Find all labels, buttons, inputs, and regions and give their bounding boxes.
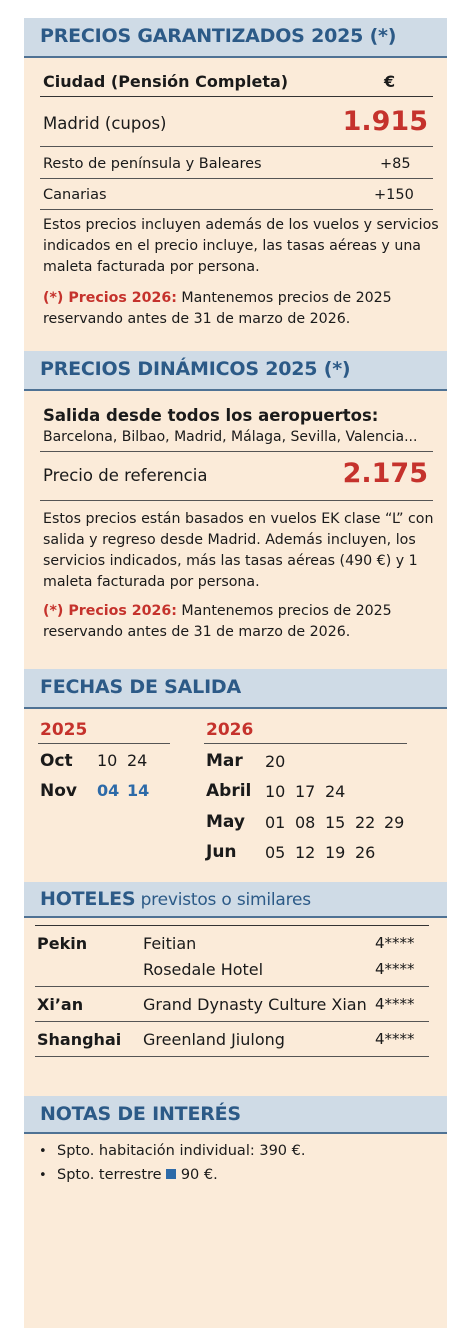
note-line: maleta facturada por persona. [43, 259, 260, 275]
day: 10 [265, 782, 286, 801]
day: 22 [355, 813, 376, 832]
hotel-city-shanghai: Shanghai [37, 1030, 122, 1049]
ref-price: 2.175 [342, 458, 428, 489]
month-may: May [206, 812, 245, 832]
day: 26 [355, 843, 376, 862]
row-label-canarias: Canarias [43, 187, 107, 203]
day: 05 [265, 843, 286, 862]
salida-title: Salida desde todos los aeropuertos: [43, 406, 379, 425]
hotel-category: 4**** [375, 960, 415, 978]
promo-text: Mantenemos precios de 2025 [176, 290, 392, 306]
ref-label: Precio de referencia [43, 466, 208, 485]
promo-label: (*) Precios 2026: [43, 603, 177, 619]
promo-note-line: reservando antes de 31 de marzo de 2026. [43, 624, 351, 640]
month-nov: Nov [40, 781, 77, 801]
section-header-precios-dinamicos: PRECIOS DINÁMICOS 2025 (*) [24, 351, 447, 391]
divider [38, 743, 170, 744]
note-line: indicados en el precio incluye, las tasa… [43, 238, 422, 254]
divider [40, 146, 433, 147]
day: 01 [265, 813, 286, 832]
salida-cities: Barcelona, Bilbao, Madrid, Málaga, Sevil… [43, 429, 418, 445]
day: 12 [295, 843, 316, 862]
divider [40, 451, 433, 452]
nota-item: Spto. terrestre 90 €. [57, 1167, 218, 1183]
section-title: NOTAS DE INTERÉS [40, 1103, 241, 1125]
price-peninsula: +85 [380, 156, 411, 172]
divider [35, 986, 429, 987]
hotel-name: Rosedale Hotel [143, 960, 264, 979]
day: 29 [384, 813, 405, 832]
day: 24 [127, 751, 148, 770]
section-title: PRECIOS GARANTIZADOS 2025 (*) [40, 25, 397, 47]
note-line: salida y regreso desde Madrid. Además in… [43, 532, 416, 548]
note-line: Estos precios están basados en vuelos EK… [43, 511, 434, 527]
note-line: maleta facturada por persona. [43, 574, 260, 590]
hotel-category: 4**** [375, 1030, 415, 1048]
day: 08 [295, 813, 316, 832]
divider [204, 743, 407, 744]
divider [40, 209, 433, 210]
promo-note: (*) Precios 2026: Mantenemos precios de … [43, 288, 392, 309]
day: 15 [325, 813, 346, 832]
promo-label: (*) Precios 2026: [43, 290, 177, 306]
divider [35, 1021, 429, 1022]
hotel-name: Greenland Jiulong [143, 1030, 285, 1049]
nota-item-text: Spto. terrestre [57, 1167, 162, 1183]
section-header-fechas: FECHAS DE SALIDA [24, 669, 447, 709]
day: 24 [325, 782, 346, 801]
divider [35, 925, 429, 926]
section-title: FECHAS DE SALIDA [40, 676, 242, 698]
hotel-category: 4**** [375, 934, 415, 952]
hotel-city-xian: Xi’an [37, 995, 84, 1014]
divider [40, 500, 433, 501]
column-header-city: Ciudad (Pensión Completa) [43, 72, 289, 91]
nota-item: Spto. habitación individual: 390 €. [57, 1143, 306, 1159]
year-2025: 2025 [40, 720, 88, 740]
month-oct: Oct [40, 751, 73, 771]
section-title: HOTELES previstos o similares [40, 888, 311, 910]
bullet: • [39, 1168, 47, 1183]
promo-text: Mantenemos precios de 2025 [176, 603, 392, 619]
section-title: PRECIOS DINÁMICOS 2025 (*) [40, 358, 351, 380]
column-header-price: € [384, 72, 396, 91]
day-highlight: 04 [97, 781, 120, 800]
bullet: • [39, 1144, 47, 1159]
section-header-precios-garantizados: PRECIOS GARANTIZADOS 2025 (*) [24, 18, 447, 58]
hoteles-title: HOTELES [40, 888, 136, 910]
month-abril: Abril [206, 781, 252, 801]
hoteles-subtitle: previstos o similares [135, 890, 312, 910]
promo-note-line: reservando antes de 31 de marzo de 2026. [43, 311, 351, 327]
price-madrid: 1.915 [342, 106, 428, 137]
row-label-peninsula: Resto de península y Baleares [43, 156, 262, 172]
hotel-name: Grand Dynasty Culture Xian [143, 995, 367, 1014]
year-2026: 2026 [206, 720, 254, 740]
hotel-city-pekin: Pekin [37, 934, 88, 953]
row-label-madrid: Madrid (cupos) [43, 114, 167, 133]
promo-note: (*) Precios 2026: Mantenemos precios de … [43, 601, 392, 622]
month-mar: Mar [206, 751, 243, 771]
hotel-name: Feitian [143, 934, 197, 953]
nota-item-price: 90 €. [176, 1167, 218, 1183]
day-highlight: 14 [127, 781, 150, 800]
day: 20 [265, 752, 286, 771]
day: 10 [97, 751, 118, 770]
divider [35, 1056, 429, 1057]
note-line: Estos precios incluyen además de los vue… [43, 217, 439, 233]
hotel-category: 4**** [375, 995, 415, 1013]
divider [40, 178, 433, 179]
day: 17 [295, 782, 316, 801]
month-jun: Jun [206, 842, 237, 862]
price-canarias: +150 [374, 187, 414, 203]
divider [40, 96, 433, 97]
day: 19 [325, 843, 346, 862]
section-header-hoteles: HOTELES previstos o similares [24, 882, 447, 918]
square-icon [166, 1169, 177, 1179]
note-line: servicios indicados, más las tasas aérea… [43, 553, 418, 569]
section-header-notas: NOTAS DE INTERÉS [24, 1096, 447, 1134]
